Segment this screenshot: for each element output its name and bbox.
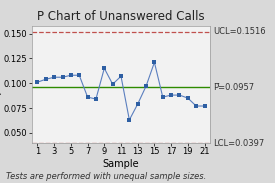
Text: LCL=0.0397: LCL=0.0397 — [213, 139, 264, 147]
Title: P Chart of Unanswered Calls: P Chart of Unanswered Calls — [37, 10, 205, 23]
Y-axis label: Proportion: Proportion — [0, 59, 1, 109]
Text: P̅=0.0957: P̅=0.0957 — [213, 83, 254, 92]
Text: Tests are performed with unequal sample sizes.: Tests are performed with unequal sample … — [6, 172, 206, 181]
Text: UCL=0.1516: UCL=0.1516 — [213, 27, 266, 36]
X-axis label: Sample: Sample — [103, 159, 139, 169]
